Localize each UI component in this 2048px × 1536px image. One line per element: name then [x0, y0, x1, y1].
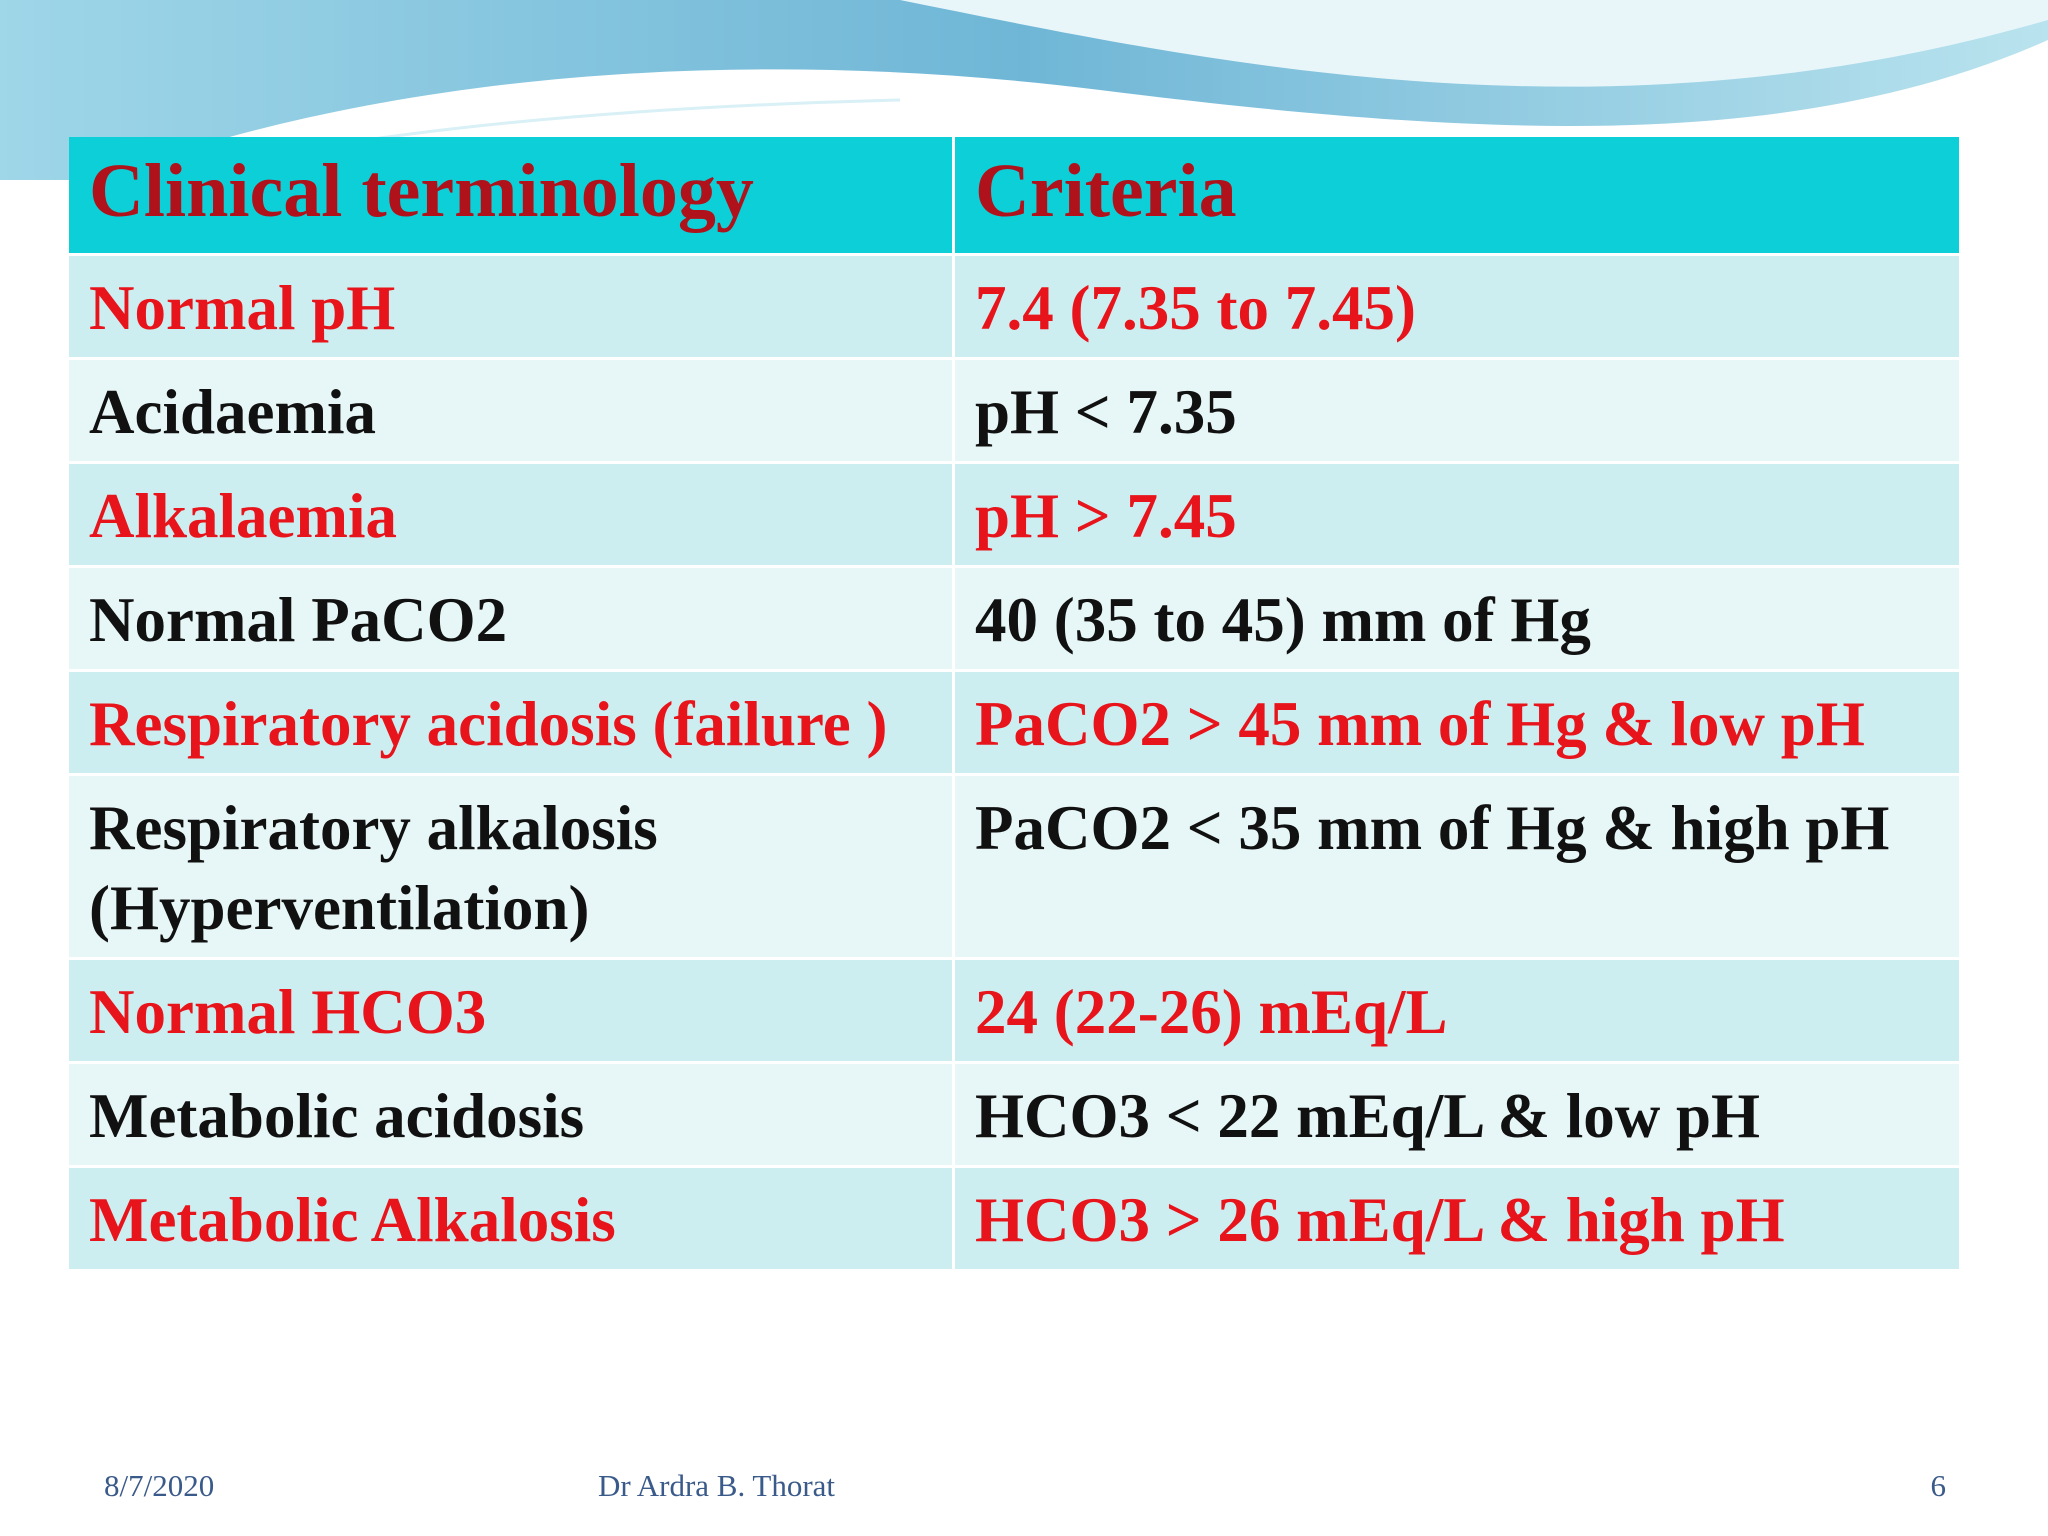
term-cell: Normal pH [69, 256, 955, 360]
term-cell: Metabolic acidosis [69, 1064, 955, 1168]
footer-date: 8/7/2020 [104, 1468, 215, 1503]
criteria-table: Clinical terminology Criteria Normal pH 7… [69, 137, 1962, 1272]
table-row: Respiratory alkalosis (Hyperventilation)… [69, 776, 1962, 960]
table-row: Alkalaemia pH > 7.45 [69, 464, 1962, 568]
wave-line [299, 102, 1501, 137]
header-cell: Criteria [955, 137, 1962, 256]
header-cell: Clinical terminology [69, 137, 955, 256]
table-row: Respiratory acidosis (failure ) PaCO2 > 4… [69, 672, 1962, 776]
page-number: 6 [1930, 1468, 1947, 1503]
criteria-cell: PaCO2 < 35 mm of Hg & high pH [955, 776, 1962, 960]
header-row: Clinical terminology Criteria [69, 137, 1962, 256]
table-row: Metabolic acidosis HCO3 < 22 mEq/L & low … [69, 1064, 1962, 1168]
table-row: Normal HCO3 24 (22-26) mEq/L [69, 960, 1962, 1064]
term-cell: Normal PaCO2 [69, 568, 955, 672]
term-cell: Normal HCO3 [69, 960, 955, 1064]
criteria-cell: HCO3 < 22 mEq/L & low pH [955, 1064, 1962, 1168]
criteria-cell: PaCO2 > 45 mm of Hg & low pH [955, 672, 1962, 776]
table-row: Acidaemia pH < 7.35 [69, 360, 1962, 464]
wave [900, 0, 2048, 87]
table-row: Normal PaCO2 40 (35 to 45) mm of Hg [69, 568, 1962, 672]
table-row: Metabolic Alkalosis HCO3 > 26 mEq/L & hig… [69, 1168, 1962, 1272]
table-row: Normal pH 7.4 (7.35 to 7.45) [69, 256, 1962, 360]
criteria-cell: HCO3 > 26 mEq/L & high pH [955, 1168, 1962, 1272]
term-cell: Metabolic Alkalosis [69, 1168, 955, 1272]
term-cell: Respiratory acidosis (failure ) [69, 672, 955, 776]
term-cell: Acidaemia [69, 360, 955, 464]
criteria-cell: 7.4 (7.35 to 7.45) [955, 256, 1962, 360]
term-cell: Alkalaemia [69, 464, 955, 568]
criteria-cell: pH < 7.35 [955, 360, 1962, 464]
footer-author: Dr Ardra B. Thorat [598, 1468, 836, 1503]
criteria-cell: 24 (22-26) mEq/L [955, 960, 1962, 1064]
term-cell: Respiratory alkalosis (Hyperventilation) [69, 776, 955, 960]
criteria-cell: pH > 7.45 [955, 464, 1962, 568]
criteria-cell: 40 (35 to 45) mm of Hg [955, 568, 1962, 672]
